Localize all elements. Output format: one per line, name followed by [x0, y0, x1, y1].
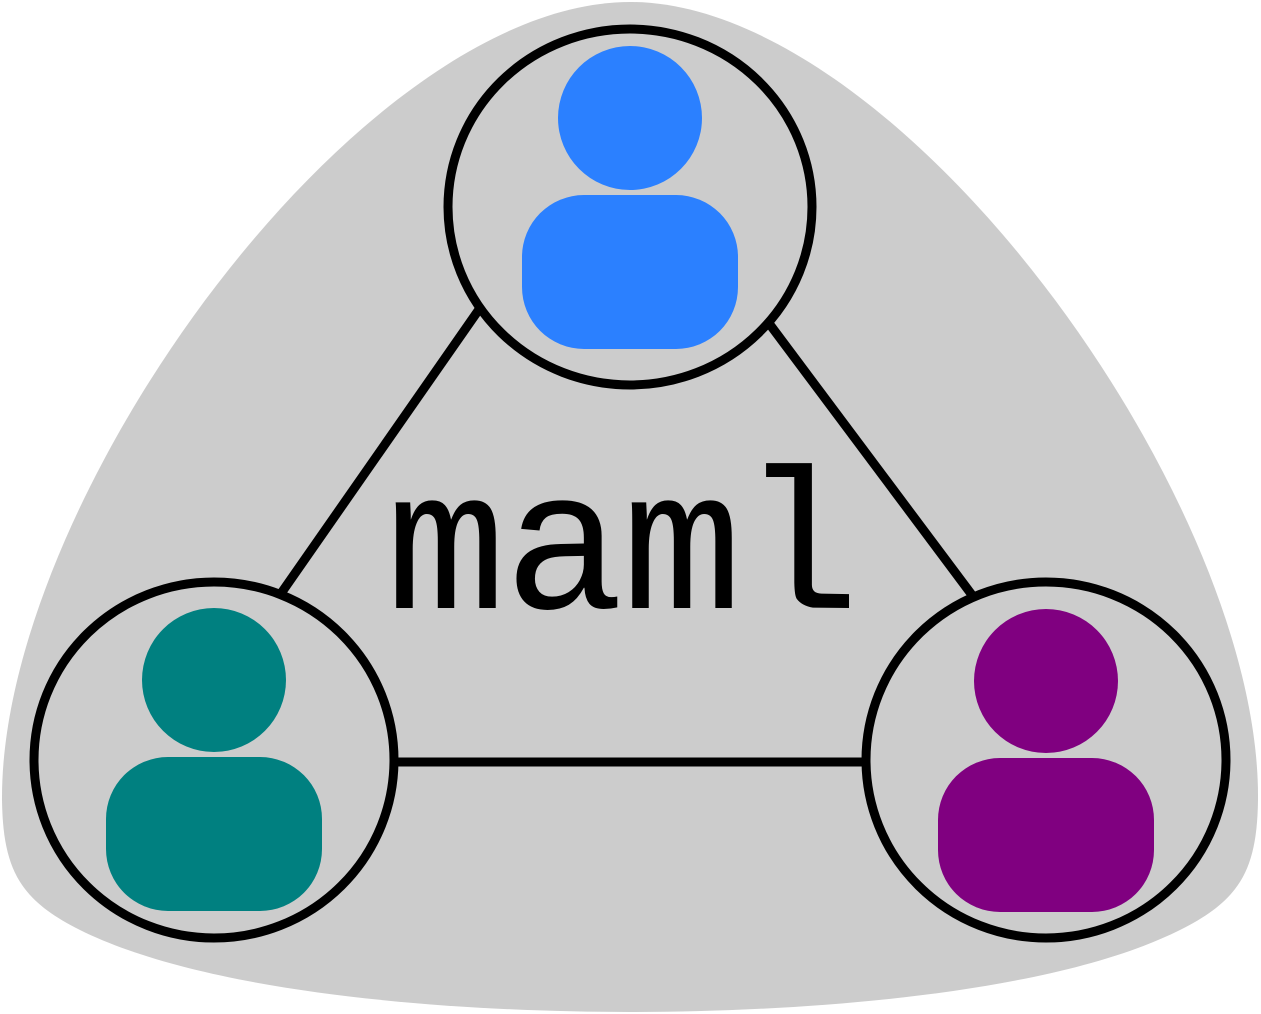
user-icon-head [974, 609, 1118, 753]
logo-text: maml [386, 442, 858, 669]
user-icon [522, 46, 738, 349]
user-node-top [443, 24, 817, 390]
user-icon-body [106, 757, 322, 911]
edge-top-to-bottom-right [764, 319, 976, 598]
user-icon [938, 609, 1154, 912]
user-icon-body [938, 758, 1154, 912]
edges [278, 305, 976, 767]
user-node-bottom-right [861, 577, 1231, 943]
user-icon-head [142, 608, 286, 752]
user-icon-body [522, 195, 738, 349]
user-icon-head [558, 46, 702, 190]
user-node-bottom-left [29, 577, 399, 943]
user-icon [106, 608, 322, 911]
edge-top-to-bottom-left [278, 305, 484, 595]
